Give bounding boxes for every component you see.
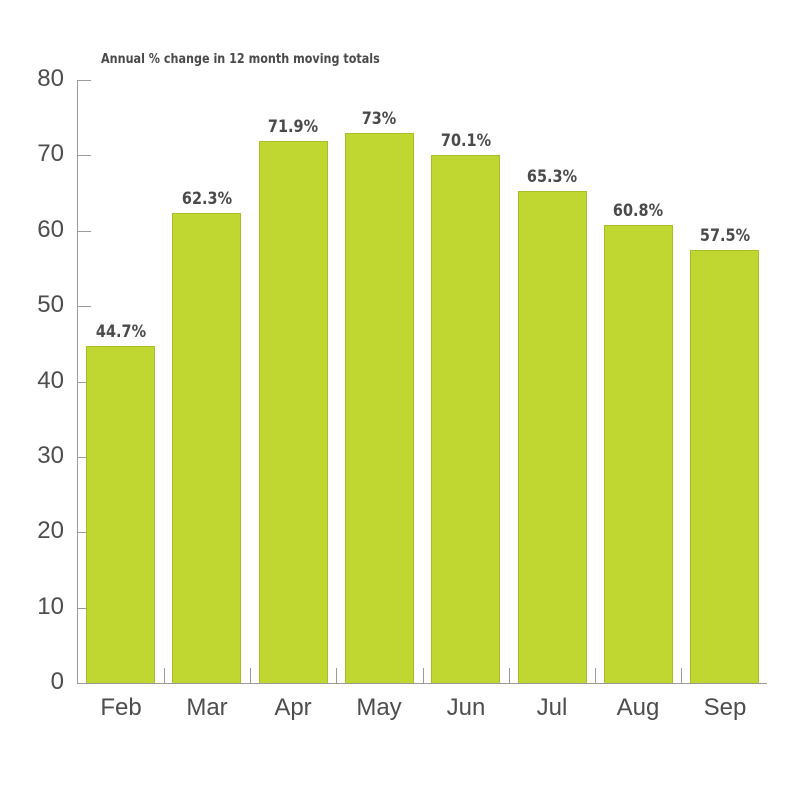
bar-aug — [604, 225, 673, 683]
y-tick-label: 50 — [37, 291, 64, 318]
y-tick — [78, 683, 91, 684]
y-tick-label: 40 — [37, 367, 64, 394]
bar-sep — [690, 250, 759, 683]
y-axis — [77, 80, 78, 684]
x-tick-label: Mar — [186, 694, 228, 721]
y-tick — [78, 231, 91, 232]
bar-jun — [431, 155, 500, 683]
x-tick-label: Aug — [616, 694, 660, 721]
data-label: 73% — [361, 109, 397, 129]
y-tick — [78, 608, 91, 609]
x-tick — [509, 668, 510, 683]
bar-jul — [518, 191, 587, 683]
data-label: 44.7% — [95, 322, 147, 342]
y-tick-label: 10 — [37, 593, 64, 620]
y-tick-label: 30 — [37, 442, 64, 469]
y-tick-label: 70 — [37, 140, 64, 167]
x-tick — [336, 668, 337, 683]
bar-apr — [259, 141, 328, 683]
x-axis — [77, 683, 767, 684]
x-tick-label: Sep — [703, 694, 747, 721]
bar-mar — [172, 213, 241, 683]
x-tick — [595, 668, 596, 683]
x-tick — [423, 668, 424, 683]
data-label: 62.3% — [181, 189, 233, 209]
bar-may — [345, 133, 414, 683]
bar-feb — [86, 346, 155, 683]
y-tick-label: 60 — [37, 216, 64, 243]
x-tick-label: Feb — [100, 694, 142, 721]
chart-title: Annual % change in 12 month moving total… — [101, 52, 380, 67]
x-tick — [681, 668, 682, 683]
data-label: 57.5% — [699, 226, 751, 246]
y-tick — [78, 155, 91, 156]
x-tick-label: Apr — [274, 694, 312, 721]
x-tick-label: Jun — [446, 694, 486, 721]
y-tick — [78, 306, 91, 307]
data-label: 65.3% — [526, 167, 578, 187]
x-tick-label: May — [356, 694, 402, 721]
y-tick — [78, 382, 91, 383]
y-tick-label: 20 — [37, 517, 64, 544]
x-tick — [250, 668, 251, 683]
y-tick — [78, 457, 91, 458]
x-tick-label: Jul — [536, 694, 568, 721]
y-tick-label: 0 — [50, 668, 64, 695]
data-label: 60.8% — [612, 201, 664, 221]
y-tick-label: 80 — [37, 65, 64, 92]
y-tick — [78, 80, 91, 81]
data-label: 70.1% — [440, 131, 492, 151]
x-tick — [164, 668, 165, 683]
y-tick — [78, 532, 91, 533]
data-label: 71.9% — [267, 117, 319, 137]
